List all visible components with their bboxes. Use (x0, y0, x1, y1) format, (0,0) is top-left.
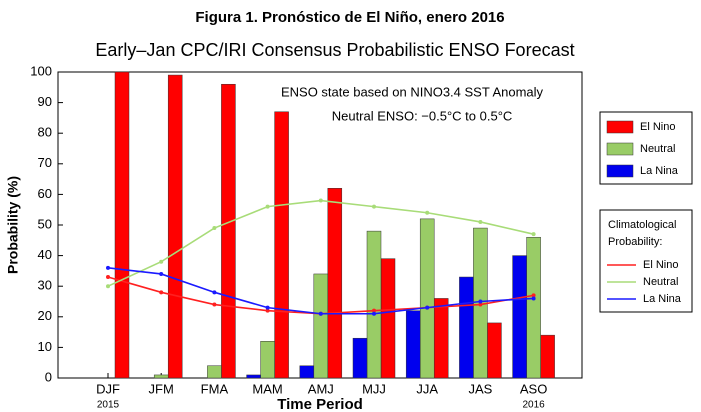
legend-label: La Nina (643, 293, 682, 305)
y-tick-label: 0 (45, 369, 52, 384)
bar (299, 365, 315, 379)
legend-title: Climatological (608, 219, 676, 231)
bar (274, 111, 289, 379)
y-tick-label: 100 (30, 63, 52, 78)
climatology-point (265, 308, 270, 313)
legend-label: Neutral (640, 143, 675, 155)
climatology-point (372, 311, 376, 316)
x-tick-label: ASO (520, 381, 547, 396)
x-axis-label: Time Period (277, 396, 363, 412)
bar (380, 258, 396, 379)
climatology-point (425, 210, 430, 215)
x-tick-label: JJA (416, 381, 438, 396)
y-tick-label: 60 (38, 186, 52, 201)
climatology-point (531, 293, 536, 298)
climatology-point (212, 290, 217, 295)
bar (207, 365, 222, 379)
climatology-point (372, 308, 376, 313)
bar (419, 218, 435, 379)
climatology-point (106, 275, 110, 280)
legend-label: La Nina (640, 165, 679, 177)
x-tick-label: AMJ (308, 381, 334, 396)
bar (114, 71, 130, 379)
legend-title: Probability: (608, 236, 662, 248)
climatology-point (212, 302, 217, 307)
climatology-point (106, 284, 110, 289)
chart-title: Figura 1. Pronóstico de El Niño, enero 2… (195, 9, 504, 26)
climatology-point (265, 204, 270, 209)
y-tick-label: 80 (38, 125, 52, 140)
bar (313, 273, 329, 379)
climatology-point (372, 204, 376, 209)
bar (221, 83, 236, 379)
legend-box (599, 209, 693, 313)
legend-swatch (606, 142, 634, 156)
y-tick-label: 10 (38, 339, 52, 354)
x-tick-label: JAS (468, 381, 492, 396)
bar (459, 276, 474, 379)
x-tick-label: DJF (96, 381, 120, 396)
x-tick-label: MAM (252, 381, 282, 396)
bar (260, 341, 275, 379)
climatology-point (106, 265, 110, 270)
legend-label: El Nino (643, 259, 678, 271)
legend-swatch (606, 120, 634, 134)
bar (487, 322, 502, 379)
x-tick-label: FMA (201, 381, 229, 396)
y-tick-label: 70 (38, 155, 52, 170)
climatology-point (478, 219, 483, 224)
legend-swatch (606, 164, 634, 178)
climatology-point (531, 232, 536, 237)
y-tick-label: 90 (38, 94, 52, 109)
climatology-point (425, 305, 430, 310)
y-tick-label: 20 (38, 308, 52, 323)
climatology-point (531, 296, 536, 301)
bar (540, 334, 555, 379)
legend-label: El Nino (640, 121, 675, 133)
year-label: 2015 (97, 400, 120, 411)
x-tick-label: MJJ (362, 381, 386, 396)
bar (327, 188, 343, 379)
bar (366, 230, 382, 379)
bar (167, 74, 183, 379)
bar (153, 374, 169, 379)
climatology-point (478, 302, 483, 307)
bar (352, 337, 368, 379)
bar (246, 374, 261, 379)
annotation: Neutral ENSO: −0.5°C to 0.5°C (332, 108, 513, 123)
x-tick-label: JFM (149, 381, 174, 396)
climatology-point (212, 226, 217, 231)
year-label: 2016 (522, 400, 545, 411)
annotation: ENSO state based on NINO3.4 SST Anomaly (281, 84, 544, 99)
bar (526, 236, 541, 379)
y-tick-label: 30 (38, 278, 52, 293)
climatology-point (265, 305, 270, 310)
climatology-point (159, 259, 164, 264)
chart-subtitle: Early–Jan CPC/IRI Consensus Probabilisti… (95, 40, 574, 60)
y-axis-label: Probability (%) (5, 176, 21, 274)
bar (512, 255, 527, 379)
climatology-point (159, 271, 164, 276)
bar (433, 298, 449, 379)
climatology-point (159, 290, 164, 295)
climatology-point (478, 299, 483, 304)
bar (405, 310, 421, 379)
climatology-point (318, 198, 323, 203)
y-tick-label: 50 (38, 216, 52, 231)
y-tick-label: 40 (38, 247, 52, 262)
legend-label: Neutral (643, 276, 678, 288)
climatology-point (318, 311, 323, 316)
